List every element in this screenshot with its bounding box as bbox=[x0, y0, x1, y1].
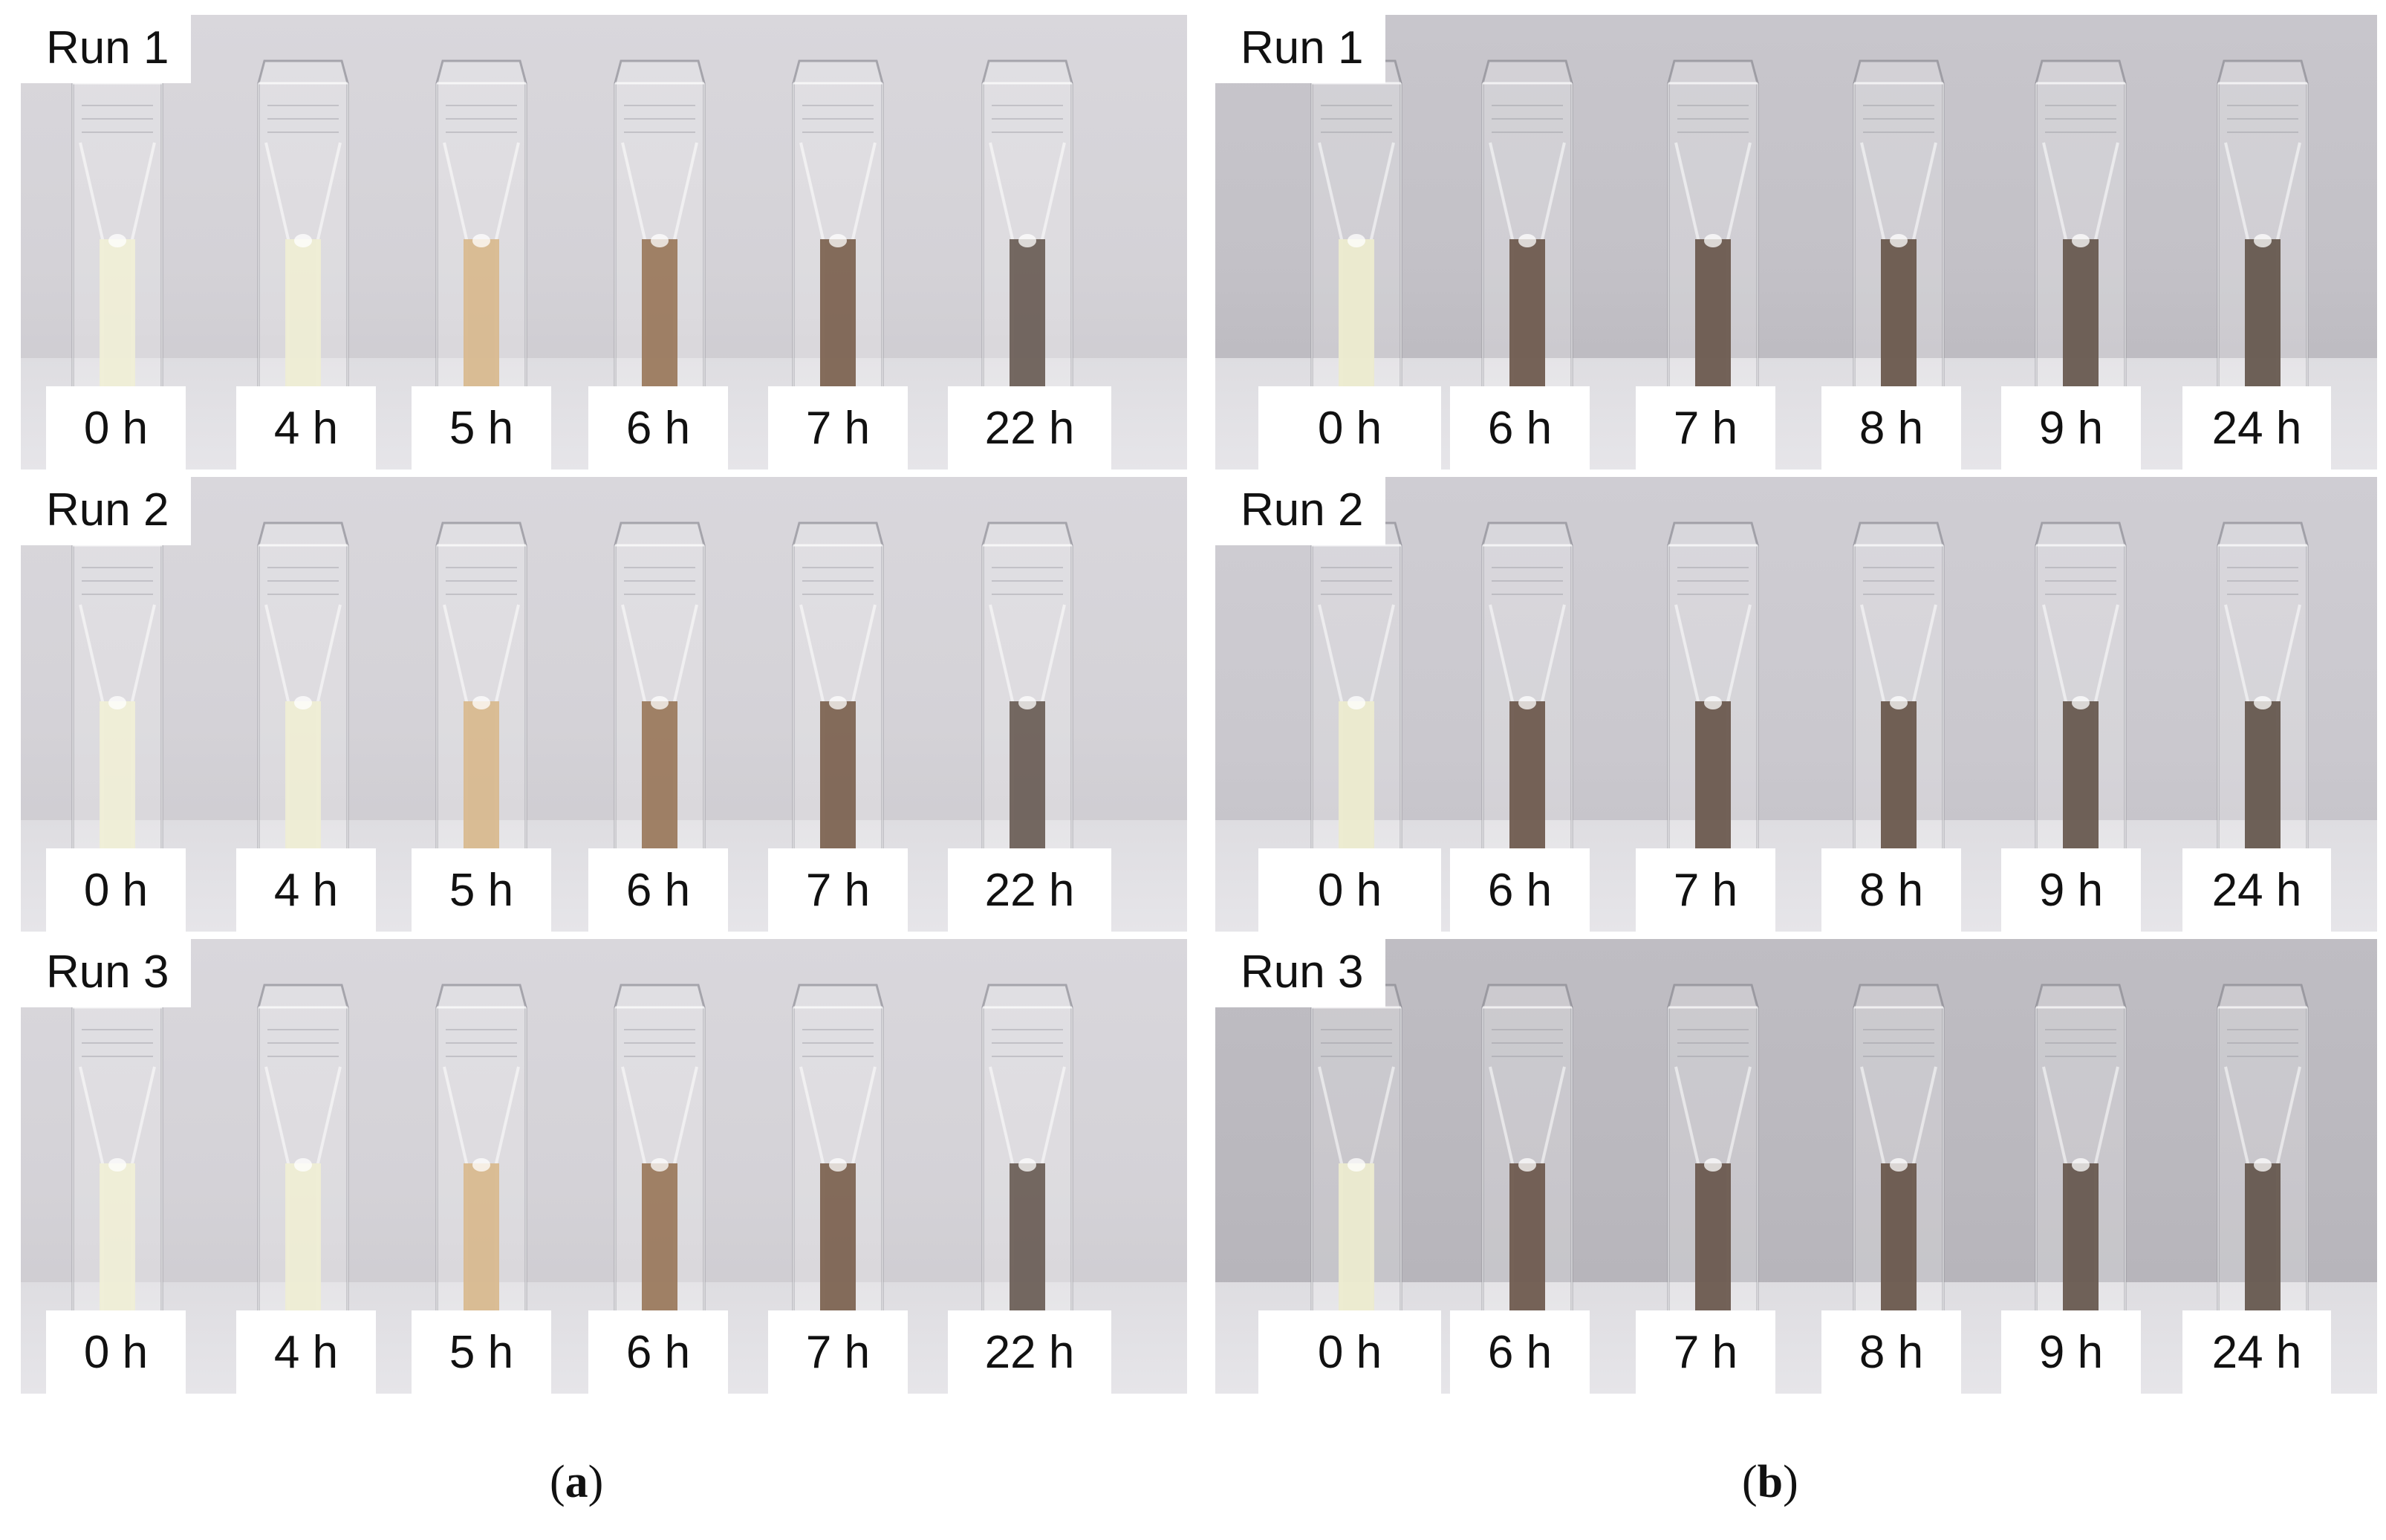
cuvette bbox=[2014, 978, 2148, 1327]
cuvette bbox=[2196, 978, 2330, 1327]
time-label: 0 h bbox=[46, 848, 186, 932]
cuvette bbox=[2014, 516, 2148, 865]
time-label: 6 h bbox=[1450, 848, 1590, 932]
cuvette bbox=[593, 53, 726, 403]
cuvette bbox=[415, 516, 548, 865]
time-label: 6 h bbox=[588, 848, 728, 932]
cuvette bbox=[51, 53, 184, 403]
run-label: Run 3 bbox=[21, 939, 192, 1007]
caption-letter: a bbox=[565, 1457, 588, 1507]
caption-paren: ) bbox=[588, 1457, 604, 1507]
time-label: 7 h bbox=[1636, 848, 1775, 932]
time-label: 5 h bbox=[412, 1310, 551, 1394]
time-label: 0 h bbox=[46, 1310, 186, 1394]
cuvette bbox=[1460, 516, 1594, 865]
run-label: Run 2 bbox=[21, 477, 192, 545]
cuvette bbox=[1646, 978, 1780, 1327]
run-label: Run 1 bbox=[1215, 15, 1386, 83]
cuvette bbox=[236, 53, 370, 403]
run-row: Run 2 0 h 6 h 7 h 8 h 9 h 24 h bbox=[1215, 477, 2377, 932]
time-label: 0 h bbox=[1258, 1310, 1441, 1394]
time-label: 8 h bbox=[1821, 386, 1961, 470]
caption-a: (a) bbox=[550, 1456, 603, 1509]
time-label: 6 h bbox=[588, 1310, 728, 1394]
time-label: 7 h bbox=[768, 386, 908, 470]
cuvette bbox=[960, 978, 1094, 1327]
run-label: Run 2 bbox=[1215, 477, 1386, 545]
time-label: 0 h bbox=[1258, 386, 1441, 470]
cuvette bbox=[2196, 53, 2330, 403]
time-label: 24 h bbox=[2182, 386, 2331, 470]
cuvette bbox=[2014, 53, 2148, 403]
time-label: 22 h bbox=[948, 386, 1111, 470]
time-label: 6 h bbox=[1450, 1310, 1590, 1394]
time-label: 22 h bbox=[948, 1310, 1111, 1394]
cuvette bbox=[236, 516, 370, 865]
caption-paren: ( bbox=[550, 1457, 565, 1507]
time-label: 5 h bbox=[412, 386, 551, 470]
cuvette bbox=[1460, 53, 1594, 403]
caption-letter: b bbox=[1757, 1457, 1784, 1507]
time-label: 4 h bbox=[236, 848, 376, 932]
run-row: Run 1 0 h 4 h 5 h 6 h 7 h 22 h bbox=[21, 15, 1187, 470]
time-label: 0 h bbox=[1258, 848, 1441, 932]
cuvette bbox=[1646, 516, 1780, 865]
cuvette bbox=[771, 516, 905, 865]
time-label: 7 h bbox=[768, 848, 908, 932]
time-label: 9 h bbox=[2001, 386, 2141, 470]
run-row: Run 3 0 h 6 h 7 h 8 h 9 h 24 h bbox=[1215, 939, 2377, 1394]
cuvette bbox=[236, 978, 370, 1327]
cuvette bbox=[960, 516, 1094, 865]
run-row: Run 2 0 h 4 h 5 h 6 h 7 h 22 h bbox=[21, 477, 1187, 932]
cuvette bbox=[415, 53, 548, 403]
cuvette bbox=[51, 516, 184, 865]
cuvette bbox=[2196, 516, 2330, 865]
cuvette bbox=[51, 978, 184, 1327]
cuvette bbox=[593, 516, 726, 865]
cuvette bbox=[1832, 53, 1966, 403]
cuvette bbox=[415, 978, 548, 1327]
cuvette bbox=[1646, 53, 1780, 403]
time-label: 9 h bbox=[2001, 848, 2141, 932]
time-label: 4 h bbox=[236, 1310, 376, 1394]
cuvette bbox=[771, 978, 905, 1327]
time-label: 7 h bbox=[1636, 386, 1775, 470]
caption-b: (b) bbox=[1742, 1456, 1798, 1509]
time-label: 0 h bbox=[46, 386, 186, 470]
time-label: 8 h bbox=[1821, 1310, 1961, 1394]
run-row: Run 3 0 h 4 h 5 h 6 h 7 h 22 h bbox=[21, 939, 1187, 1394]
time-label: 6 h bbox=[1450, 386, 1590, 470]
cuvette bbox=[1290, 516, 1423, 865]
cuvette bbox=[771, 53, 905, 403]
time-label: 8 h bbox=[1821, 848, 1961, 932]
cuvette bbox=[1460, 978, 1594, 1327]
cuvette bbox=[593, 978, 726, 1327]
caption-paren: ) bbox=[1783, 1457, 1798, 1507]
caption-paren: ( bbox=[1742, 1457, 1758, 1507]
time-label: 4 h bbox=[236, 386, 376, 470]
cuvette bbox=[1832, 978, 1966, 1327]
time-label: 7 h bbox=[768, 1310, 908, 1394]
cuvette bbox=[1832, 516, 1966, 865]
run-row: Run 1 0 h 6 h 7 h 8 h 9 h 24 h bbox=[1215, 15, 2377, 470]
time-label: 5 h bbox=[412, 848, 551, 932]
time-label: 7 h bbox=[1636, 1310, 1775, 1394]
time-label: 6 h bbox=[588, 386, 728, 470]
run-label: Run 1 bbox=[21, 15, 192, 83]
time-label: 9 h bbox=[2001, 1310, 2141, 1394]
time-label: 24 h bbox=[2182, 1310, 2331, 1394]
cuvette bbox=[1290, 978, 1423, 1327]
cuvette bbox=[1290, 53, 1423, 403]
time-label: 24 h bbox=[2182, 848, 2331, 932]
run-label: Run 3 bbox=[1215, 939, 1386, 1007]
cuvette bbox=[960, 53, 1094, 403]
time-label: 22 h bbox=[948, 848, 1111, 932]
